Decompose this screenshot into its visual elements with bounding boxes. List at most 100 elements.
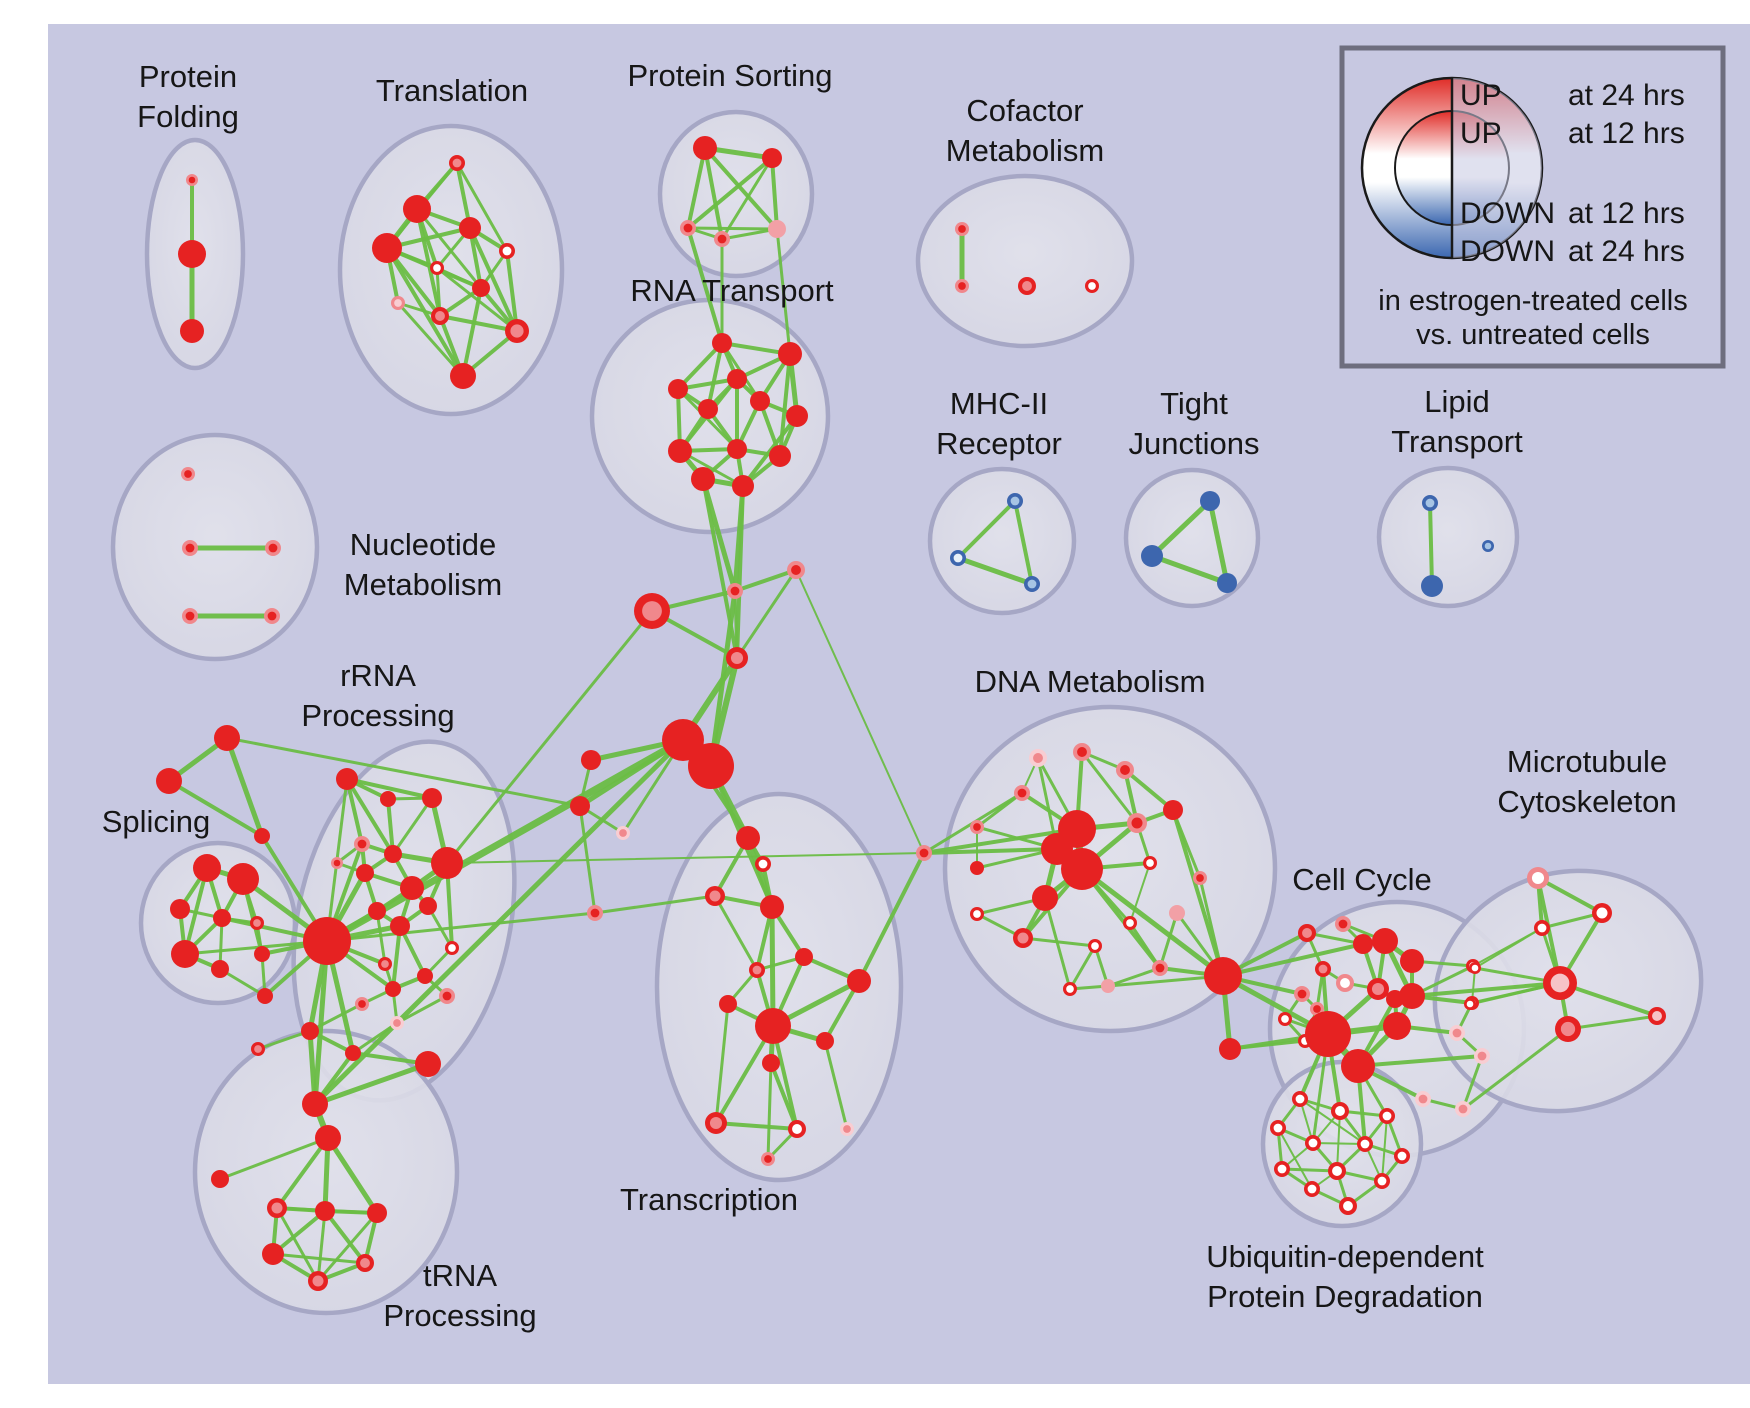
gene-node-inner [1452, 1028, 1462, 1038]
gene-node-inner [1146, 859, 1154, 867]
gene-node [1341, 1049, 1375, 1083]
gene-node-inner [792, 1124, 802, 1134]
cluster-label-trna-processing: tRNA [423, 1258, 497, 1293]
interaction-edge [445, 609, 654, 865]
interaction-edge [1021, 936, 1097, 948]
gene-node [180, 319, 204, 343]
gene-node-inner [1313, 1005, 1321, 1013]
gene-node [816, 1032, 834, 1050]
gene-node [368, 902, 386, 920]
interaction-edge [323, 1209, 367, 1265]
cluster-label-dna-metabolism: DNA Metabolism [975, 664, 1206, 699]
legend-row-time: at 12 hrs [1568, 117, 1685, 150]
gene-node [372, 233, 402, 263]
gene-node [254, 946, 270, 962]
interaction-edge [271, 1209, 327, 1256]
interaction-edge [316, 1209, 327, 1283]
legend-footer-line: in estrogen-treated cells [1378, 285, 1688, 317]
gene-node [380, 791, 396, 807]
interaction-edge [701, 477, 739, 660]
cluster-label-microtubule-cytoskeleton: Microtubule [1507, 744, 1667, 779]
gene-node [367, 1203, 387, 1223]
interaction-edge [391, 924, 402, 991]
gene-node-inner [1126, 919, 1134, 927]
gene-node-inner [333, 859, 341, 867]
legend-footer-line: vs. untreated cells [1416, 319, 1650, 351]
interaction-edge [271, 1252, 367, 1265]
interaction-edge [1428, 501, 1434, 588]
gene-node-inner [393, 1019, 401, 1027]
interaction-edge [769, 1061, 799, 1131]
gene-node [262, 1243, 284, 1265]
gene-node [1032, 885, 1058, 911]
gene-node-inner [185, 543, 195, 553]
legend-row-time: at 12 hrs [1568, 197, 1685, 230]
cluster-label-cell-cycle: Cell Cycle [1292, 862, 1432, 897]
interaction-edge [312, 938, 330, 1107]
legend-row-direction: UP [1460, 79, 1502, 112]
gene-node [1421, 575, 1443, 597]
gene-node-inner [1281, 1015, 1289, 1023]
interaction-edge [686, 156, 774, 230]
interaction-edge [1080, 750, 1139, 825]
cluster-label-ubiquitin-degradation: Protein Degradation [1207, 1279, 1483, 1314]
interaction-edge [703, 146, 779, 231]
gene-node-inner [448, 944, 456, 952]
gene-node-inner [1017, 932, 1029, 944]
interaction-edge [446, 852, 925, 864]
figure-panel: Protein Folding Translation Protein Sorting… [40, 16, 1750, 1392]
interaction-edge [714, 1121, 799, 1131]
interaction-edge [770, 156, 779, 231]
interaction-edge [678, 449, 745, 488]
interaction-edge [720, 156, 774, 241]
cluster-label-rna-transport: RNA Transport [630, 273, 834, 308]
gene-node [693, 136, 717, 160]
gene-node [450, 363, 476, 389]
interaction-edge [1123, 768, 1175, 812]
legend-row-direction: DOWN [1460, 235, 1555, 268]
interaction-edge [686, 226, 779, 231]
interaction-edge [1536, 876, 1604, 915]
interaction-edge [703, 146, 724, 241]
interaction-edge [1474, 927, 1543, 969]
gene-node [1219, 1038, 1241, 1060]
gene-node-inner [1066, 985, 1074, 993]
interaction-edge [706, 341, 724, 411]
cluster-label-ubiquitin-degradation: Ubiquitin-dependent [1206, 1239, 1484, 1274]
gene-node-inner [1652, 1011, 1662, 1021]
gene-node [795, 948, 813, 966]
cluster-label-translation: Translation [376, 73, 528, 108]
gene-node-inner [758, 859, 768, 869]
cluster-label-microtubule-cytoskeleton: Cytoskeleton [1497, 784, 1676, 819]
gene-node-inner [1477, 1051, 1487, 1061]
gene-node-inner [1077, 747, 1087, 757]
interaction-edge [275, 1136, 330, 1210]
gene-node [356, 864, 374, 882]
cluster-label-cofactor-metabolism: Cofactor [966, 93, 1083, 128]
interaction-edge [455, 161, 509, 253]
gene-node-inner [1120, 765, 1130, 775]
interaction-edge [1128, 921, 1162, 970]
gene-node [1400, 949, 1424, 973]
gene-node-inner [1088, 282, 1096, 290]
gene-node [1204, 957, 1242, 995]
interaction-edge [1106, 966, 1162, 988]
gene-node [257, 988, 273, 1004]
gene-node [384, 845, 402, 863]
gene-node [762, 1054, 780, 1072]
interaction-edge [225, 736, 582, 808]
interaction-edge [1381, 1115, 1388, 1182]
gene-node [1101, 979, 1115, 993]
cluster-label-mhc-ii-receptor: MHC-II [950, 386, 1048, 421]
gene-node [1217, 573, 1237, 593]
gene-node-inner [1560, 1021, 1576, 1037]
legend-row-direction: DOWN [1460, 197, 1555, 230]
gene-node [1305, 1011, 1351, 1057]
gene-node [472, 279, 490, 297]
gene-node [214, 725, 240, 751]
interaction-edge [256, 1029, 312, 1051]
cluster-label-nucleotide-metabolism: Metabolism [344, 567, 503, 602]
interaction-edge [345, 777, 364, 846]
gene-node-inner [1091, 942, 1099, 950]
gene-node-inner [1131, 817, 1143, 829]
